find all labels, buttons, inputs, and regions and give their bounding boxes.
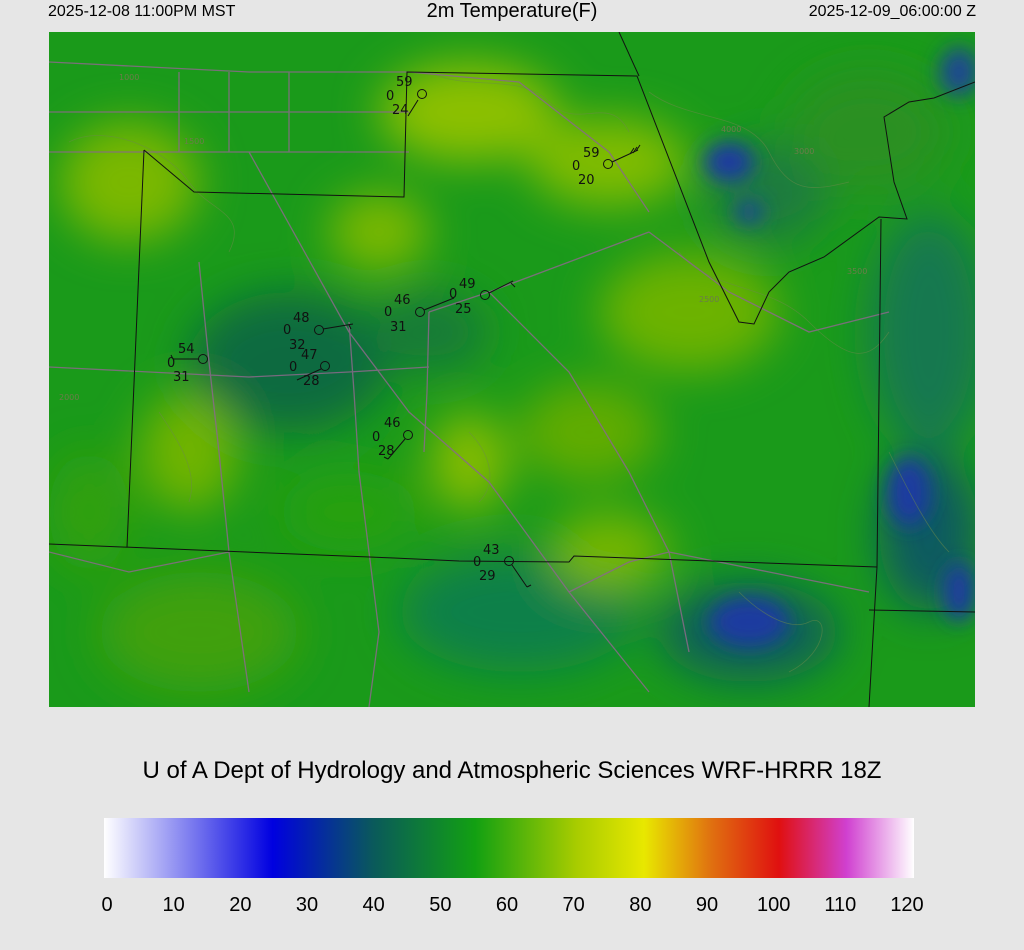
colorbar-tick-label: 20 bbox=[229, 894, 252, 916]
station-plot: 43 0 29 bbox=[473, 543, 532, 588]
station-wind: 0 bbox=[386, 89, 394, 104]
station-dew: 24 bbox=[392, 103, 409, 118]
station-temp: 48 bbox=[293, 311, 310, 326]
station-wind: 0 bbox=[167, 356, 175, 371]
station-temp: 47 bbox=[301, 348, 318, 363]
svg-text:1500: 1500 bbox=[184, 137, 204, 146]
colorbar-tick-label: 70 bbox=[562, 894, 585, 916]
colorbar-tick-label: 10 bbox=[162, 894, 185, 916]
station-dew: 28 bbox=[378, 444, 395, 459]
svg-text:2500: 2500 bbox=[699, 295, 719, 304]
station-wind: 0 bbox=[449, 287, 457, 302]
station-plot: 59 0 24 bbox=[386, 75, 427, 118]
map-title: 2m Temperature(F) bbox=[426, 0, 598, 22]
colorbar-tick-label: 30 bbox=[295, 894, 319, 916]
colorbar-tick-label: 0 bbox=[101, 894, 113, 916]
cold-pockets bbox=[704, 47, 975, 647]
colorbar-tick-label: 40 bbox=[362, 894, 385, 916]
roads bbox=[49, 61, 890, 707]
station-temp: 43 bbox=[483, 543, 500, 558]
valid-time-label: 2025-12-09_06:00:00 Z bbox=[808, 3, 976, 20]
colorbar-tick-label: 100 bbox=[756, 894, 791, 916]
colorbar-tick-label: 80 bbox=[629, 894, 652, 916]
station-wind: 0 bbox=[384, 305, 392, 320]
station-wind: 0 bbox=[289, 360, 297, 375]
contour-labels: 1000 1500 2000 2500 3000 3500 4000 bbox=[59, 73, 867, 402]
station-plot: 46 0 28 bbox=[372, 416, 413, 460]
temperature-colorbar bbox=[104, 818, 914, 878]
colorbar-tick-label: 60 bbox=[495, 894, 519, 916]
station-temp: 46 bbox=[394, 293, 411, 308]
station-dew: 31 bbox=[390, 320, 407, 335]
station-wind: 0 bbox=[372, 430, 380, 445]
station-wind: 0 bbox=[572, 159, 580, 174]
station-dew: 29 bbox=[479, 569, 496, 584]
local-time-label: 2025-12-08 11:00PM MST bbox=[48, 3, 236, 20]
station-temp: 46 bbox=[384, 416, 401, 431]
svg-text:4000: 4000 bbox=[721, 125, 741, 134]
station-temp: 54 bbox=[178, 342, 195, 357]
station-temp: 49 bbox=[459, 277, 476, 292]
svg-text:1000: 1000 bbox=[119, 73, 139, 82]
station-plot: 47 0 28 bbox=[289, 348, 330, 389]
colorbar-tick-label: 50 bbox=[429, 894, 452, 916]
svg-text:2000: 2000 bbox=[59, 393, 79, 402]
model-credit: U of A Dept of Hydrology and Atmospheric… bbox=[142, 757, 882, 784]
station-wind: 0 bbox=[283, 323, 291, 338]
temperature-map: 1000 1500 2000 2500 3000 3500 4000 bbox=[49, 32, 975, 707]
temperature-field bbox=[49, 62, 975, 692]
terrain-contours bbox=[68, 71, 950, 673]
station-dew: 25 bbox=[455, 302, 472, 317]
station-plot: 48 0 32 bbox=[283, 311, 354, 353]
station-temp: 59 bbox=[396, 75, 413, 90]
svg-text:3000: 3000 bbox=[794, 147, 814, 156]
station-plot: 54 0 31 bbox=[167, 342, 208, 385]
boundaries bbox=[49, 32, 975, 707]
colorbar-tick-label: 110 bbox=[824, 894, 857, 916]
station-wind: 0 bbox=[473, 555, 481, 570]
station-dew: 28 bbox=[303, 374, 320, 389]
station-temp: 59 bbox=[583, 146, 600, 161]
station-dew: 20 bbox=[578, 173, 595, 188]
svg-text:3500: 3500 bbox=[847, 267, 867, 276]
station-plot: 49 0 25 bbox=[449, 277, 516, 317]
station-plots: 59 0 24 59 0 20 49 0 25 bbox=[167, 75, 641, 588]
station-plot: 59 0 20 bbox=[572, 144, 641, 188]
station-plot: 46 0 31 bbox=[384, 293, 455, 335]
colorbar-tick-label: 90 bbox=[695, 894, 719, 916]
station-dew: 31 bbox=[173, 370, 190, 385]
colorbar-tick-label: 120 bbox=[890, 894, 924, 916]
station-dew: 32 bbox=[289, 338, 306, 353]
